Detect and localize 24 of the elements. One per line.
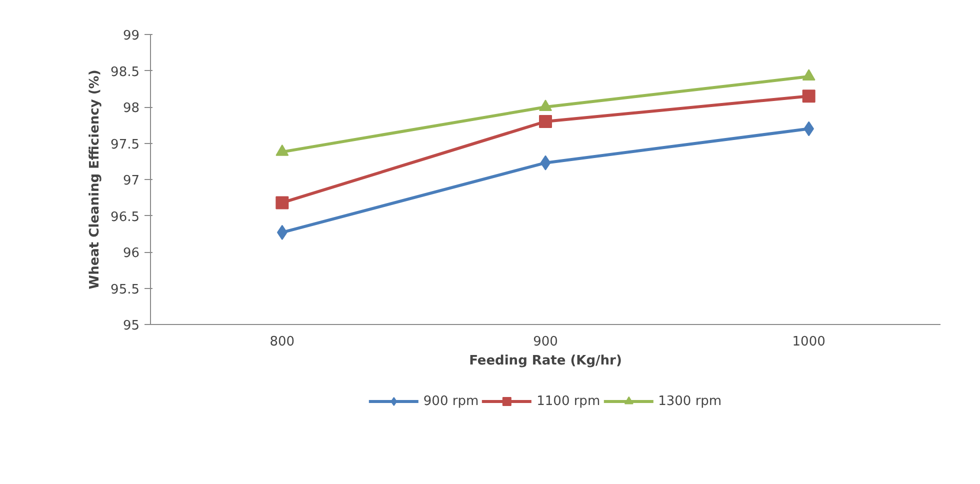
y-tick-label: 98.5 — [110, 64, 140, 80]
y-tick-label: 97 — [122, 174, 140, 188]
point — [540, 155, 551, 170]
y-tick-label: 95 — [122, 318, 140, 334]
legend-label: 900 rpm — [423, 394, 479, 408]
x-tick-label: 800 — [270, 334, 295, 350]
point — [539, 100, 552, 111]
y-axis-title: Wheat Cleaning Efficiency (%) — [88, 70, 103, 290]
y-tick-label: 97.5 — [110, 137, 140, 152]
x-tick-label: 900 — [533, 334, 558, 350]
x-axis-title: Feeding Rate (Kg/hr) — [469, 354, 622, 368]
point — [539, 115, 552, 128]
point — [276, 144, 289, 156]
y-tick-label: 96.5 — [110, 210, 140, 225]
y-tick-label: 96 — [122, 246, 140, 261]
y-tick-label: 98 — [122, 101, 140, 116]
point — [802, 90, 816, 103]
y-tick-label: 95.5 — [110, 282, 140, 298]
y-tick-label: 99 — [122, 28, 140, 44]
legend-label: 1100 rpm — [536, 394, 600, 408]
point — [276, 196, 289, 210]
x-tick-label: 1000 — [792, 334, 826, 350]
point — [802, 69, 816, 81]
legend-label: 1300 rpm — [658, 394, 722, 408]
